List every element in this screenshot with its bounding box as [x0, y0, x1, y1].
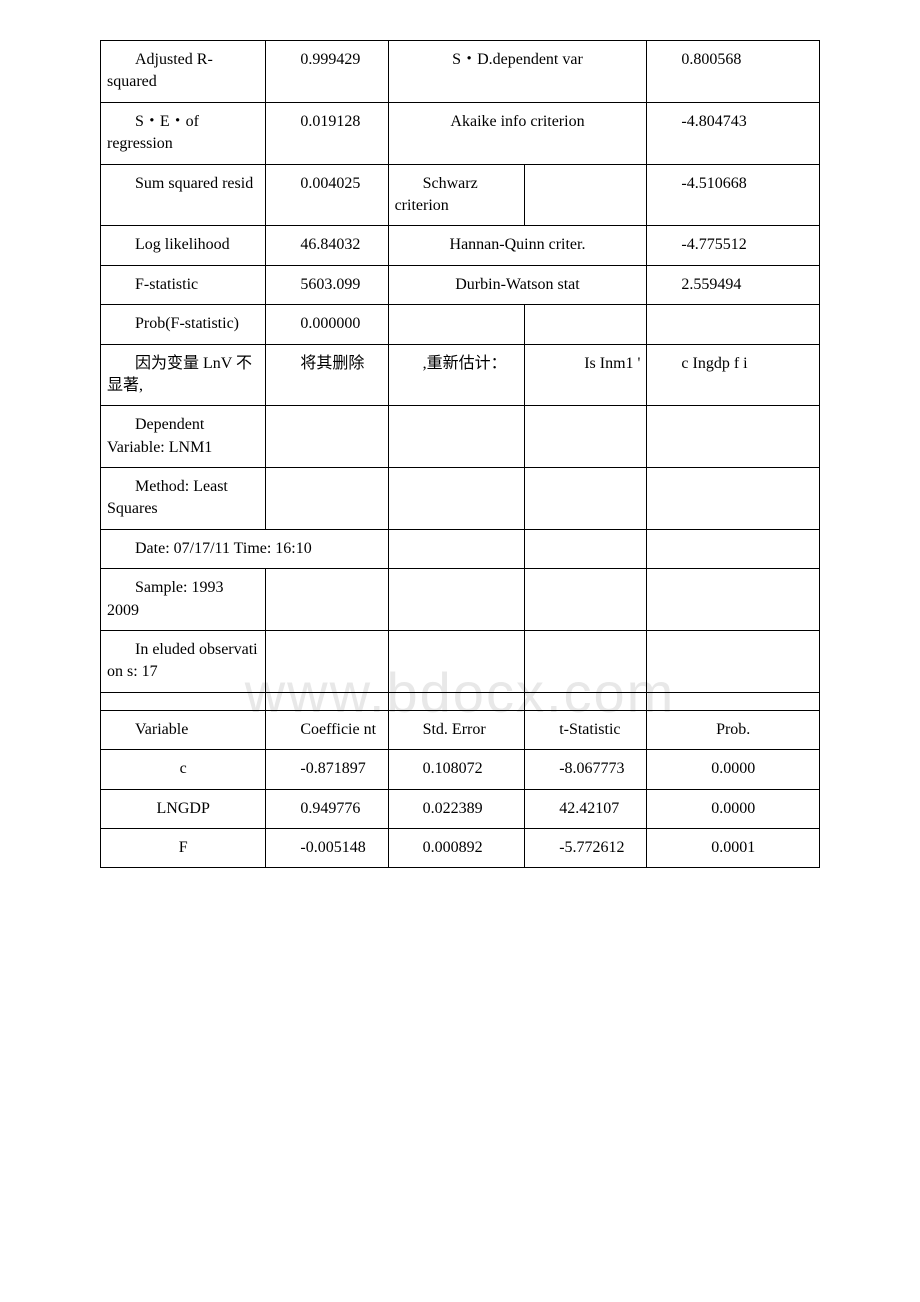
var-name: F — [101, 828, 266, 867]
empty-cell — [647, 305, 820, 344]
stat-row: Adjusted R-squared 0.999429 S・D.dependen… — [101, 41, 820, 103]
prob-val: 0.0000 — [647, 750, 820, 789]
stat-label: Prob(F-statistic) — [107, 313, 259, 335]
header-row: Method: Least Squares — [101, 468, 820, 530]
stat-right-label-a: Schwarz criterion — [395, 173, 519, 218]
note-c5: c Ingdp f i — [653, 353, 813, 375]
date-label: Date: 07/17/11 Time: 16:10 — [107, 538, 382, 560]
coef-header-row: Variable Coefficie nt Std. Error t-Stati… — [101, 710, 820, 749]
empty-cell — [388, 305, 525, 344]
col-tstat: t-Statistic — [531, 719, 640, 741]
var-name: c — [101, 750, 266, 789]
divider-row — [101, 692, 820, 710]
tstat-val: -8.067773 — [531, 758, 640, 780]
header-row: Date: 07/17/11 Time: 16:10 — [101, 529, 820, 568]
sample-label: Sample: 1993 2009 — [107, 577, 259, 622]
stat-label: S・E・of regression — [107, 111, 259, 156]
empty-cell — [266, 569, 388, 631]
empty-cell — [525, 529, 647, 568]
empty-cell — [388, 406, 525, 468]
var-name: LNGDP — [101, 789, 266, 828]
empty-cell — [647, 406, 820, 468]
stat-right-label-b — [525, 164, 647, 226]
empty-cell — [647, 468, 820, 530]
stat-value: 0.999429 — [272, 49, 381, 71]
stat-right-label: Hannan-Quinn criter. — [388, 226, 647, 265]
header-row: Dependent Variable: LNM1 — [101, 406, 820, 468]
tstat-val: -5.772612 — [531, 837, 640, 859]
coef-row: LNGDP 0.949776 0.022389 42.42107 0.0000 — [101, 789, 820, 828]
coef-val: -0.005148 — [272, 837, 381, 859]
stat-label: Log likelihood — [107, 234, 259, 256]
stderr-val: 0.108072 — [395, 758, 519, 780]
stat-row: S・E・of regression 0.019128 Akaike info c… — [101, 102, 820, 164]
stat-label: Adjusted R-squared — [107, 49, 259, 94]
note-row: 因为变量 LnV 不显著, 将其删除 ,重新估计： Is Inm1 ' c In… — [101, 344, 820, 406]
empty-cell — [388, 631, 525, 693]
stat-value: 0.019128 — [272, 111, 381, 133]
empty-cell — [647, 569, 820, 631]
empty-cell — [525, 406, 647, 468]
coef-val: -0.871897 — [272, 758, 381, 780]
method-label: Method: Least Squares — [107, 476, 259, 521]
empty-cell — [525, 305, 647, 344]
col-prob: Prob. — [647, 710, 820, 749]
stat-right-value: -4.804743 — [653, 111, 813, 133]
dep-var-label: Dependent Variable: LNM1 — [107, 414, 259, 459]
stderr-val: 0.000892 — [395, 837, 519, 859]
stats-table: Adjusted R-squared 0.999429 S・D.dependen… — [100, 40, 820, 868]
stat-right-value: -4.775512 — [653, 234, 813, 256]
stat-row: F-statistic 5603.099 Durbin-Watson stat … — [101, 265, 820, 304]
stat-value: 46.84032 — [272, 234, 381, 256]
prob-val: 0.0000 — [647, 789, 820, 828]
note-c2: 将其删除 — [272, 353, 381, 375]
stat-label: Sum squared resid — [107, 173, 259, 195]
empty-cell — [647, 631, 820, 693]
included-label: In eluded observati on s: 17 — [107, 639, 259, 684]
tstat-val: 42.42107 — [531, 798, 640, 820]
stat-right-label: Durbin-Watson stat — [388, 265, 647, 304]
header-row: Sample: 1993 2009 — [101, 569, 820, 631]
empty-cell — [525, 468, 647, 530]
empty-cell — [647, 529, 820, 568]
note-c4: Is Inm1 ' — [525, 344, 647, 406]
stat-right-value: -4.510668 — [653, 173, 813, 195]
stat-right-label: Akaike info criterion — [388, 102, 647, 164]
note-c1: 因为变量 LnV 不显著, — [107, 353, 259, 398]
coef-val: 0.949776 — [272, 798, 381, 820]
empty-cell — [388, 468, 525, 530]
empty-cell — [266, 631, 388, 693]
stat-row: Log likelihood 46.84032 Hannan-Quinn cri… — [101, 226, 820, 265]
stat-value: 0.000000 — [272, 313, 381, 335]
stat-right-value: 2.559494 — [653, 274, 813, 296]
empty-cell — [525, 631, 647, 693]
stat-value: 5603.099 — [272, 274, 381, 296]
empty-cell — [525, 569, 647, 631]
empty-cell — [266, 406, 388, 468]
stat-row: Prob(F-statistic) 0.000000 — [101, 305, 820, 344]
stat-row: Sum squared resid 0.004025 Schwarz crite… — [101, 164, 820, 226]
col-variable: Variable — [107, 719, 259, 741]
stat-right-label: S・D.dependent var — [388, 41, 647, 103]
stderr-val: 0.022389 — [395, 798, 519, 820]
header-row: In eluded observati on s: 17 — [101, 631, 820, 693]
stat-right-value: 0.800568 — [653, 49, 813, 71]
col-stderr: Std. Error — [395, 719, 519, 741]
prob-val: 0.0001 — [647, 828, 820, 867]
coef-row: F -0.005148 0.000892 -5.772612 0.0001 — [101, 828, 820, 867]
empty-cell — [388, 569, 525, 631]
stat-value: 0.004025 — [272, 173, 381, 195]
stat-label: F-statistic — [107, 274, 259, 296]
empty-cell — [388, 529, 525, 568]
coef-row: c -0.871897 0.108072 -8.067773 0.0000 — [101, 750, 820, 789]
empty-cell — [266, 468, 388, 530]
note-c3: ,重新估计： — [395, 353, 519, 375]
col-coef: Coefficie nt — [272, 719, 381, 741]
